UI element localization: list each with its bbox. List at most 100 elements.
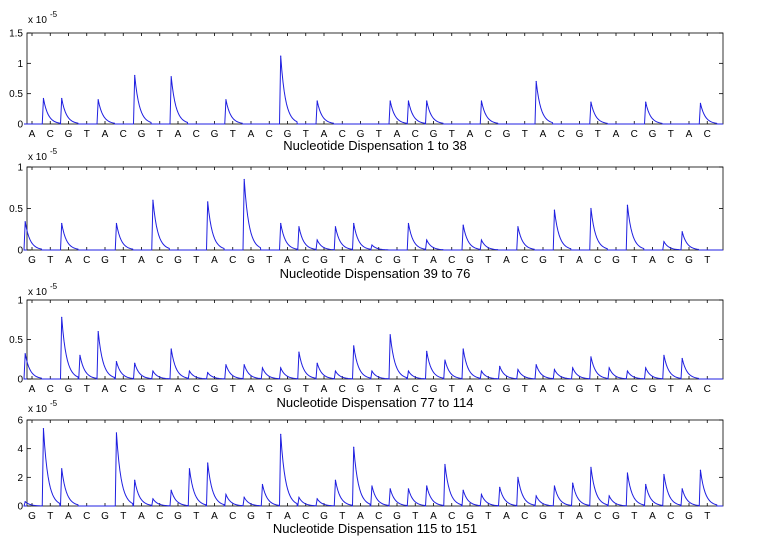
- peak-point: [24, 353, 26, 355]
- panel-1-multiplier-exponent: -5: [50, 10, 58, 19]
- base-label: G: [28, 511, 36, 522]
- peak-point: [225, 99, 227, 101]
- peak-point: [115, 432, 118, 434]
- base-label: T: [704, 255, 710, 266]
- base-label: G: [357, 129, 365, 140]
- peak-point: [590, 466, 592, 468]
- peak-point: [316, 498, 318, 500]
- base-label: C: [631, 384, 638, 395]
- base-label: C: [448, 511, 455, 522]
- base-label: A: [540, 384, 547, 395]
- peak-point: [207, 201, 209, 203]
- base-label: G: [393, 511, 401, 522]
- base-label: A: [467, 384, 474, 395]
- base-label: A: [284, 511, 291, 522]
- base-label: G: [612, 511, 620, 522]
- base-label: T: [339, 255, 345, 266]
- base-label: C: [339, 384, 346, 395]
- base-label: A: [248, 129, 255, 140]
- base-label: C: [521, 511, 528, 522]
- peak-point: [61, 316, 63, 318]
- base-label: T: [303, 129, 309, 140]
- peak-point: [590, 207, 592, 210]
- base-label: A: [576, 511, 583, 522]
- base-label: A: [248, 384, 255, 395]
- peak-point: [316, 239, 318, 241]
- base-label: C: [266, 384, 273, 395]
- axes-box: [26, 419, 724, 507]
- peak-point: [663, 473, 665, 476]
- base-label: G: [539, 511, 547, 522]
- base-label: T: [376, 384, 382, 395]
- peak-point: [188, 468, 191, 470]
- base-label: T: [485, 255, 491, 266]
- peak-point: [480, 239, 483, 241]
- peak-point: [535, 495, 537, 497]
- base-label: G: [174, 511, 182, 522]
- base-label: G: [503, 129, 511, 140]
- peak-point: [42, 428, 45, 430]
- base-label: T: [120, 255, 126, 266]
- base-label: T: [522, 129, 528, 140]
- base-label: C: [302, 511, 309, 522]
- peak-point: [626, 472, 629, 474]
- base-label: A: [467, 129, 474, 140]
- peak-point: [626, 204, 629, 206]
- peak-point: [645, 483, 647, 486]
- peak-point: [389, 488, 391, 490]
- base-label: G: [539, 255, 547, 266]
- peak-point: [681, 231, 683, 233]
- peak-point: [517, 368, 519, 371]
- peak-point: [243, 178, 245, 181]
- base-label: A: [686, 384, 693, 395]
- base-label: C: [448, 255, 455, 266]
- peak-point: [152, 370, 154, 372]
- base-label: T: [668, 129, 674, 140]
- base-label: C: [47, 129, 54, 140]
- peak-point: [462, 489, 464, 491]
- peak-point: [97, 99, 99, 101]
- peak-point: [79, 354, 81, 356]
- peak-point: [243, 364, 245, 366]
- peak-point: [699, 469, 702, 471]
- base-label: C: [229, 511, 236, 522]
- base-label: A: [138, 511, 145, 522]
- base-label: C: [83, 511, 90, 522]
- base-label: G: [357, 384, 365, 395]
- base-label: A: [613, 384, 620, 395]
- peak-point: [298, 226, 300, 228]
- peak-point: [334, 479, 337, 481]
- base-label: A: [613, 129, 620, 140]
- base-label: T: [631, 511, 637, 522]
- peak-point: [261, 367, 264, 369]
- peak-point: [280, 55, 282, 57]
- base-label: T: [230, 129, 236, 140]
- peak-point: [645, 101, 647, 103]
- panel-2-multiplier-base: x 10: [28, 152, 47, 163]
- peak-point: [24, 501, 26, 503]
- base-label: C: [412, 384, 419, 395]
- y-tick-label: 0.5: [9, 335, 23, 346]
- base-label: C: [412, 129, 419, 140]
- base-label: G: [211, 384, 219, 395]
- base-label: G: [28, 255, 36, 266]
- peak-point: [590, 101, 592, 103]
- base-label: T: [376, 129, 382, 140]
- base-label: A: [211, 511, 218, 522]
- base-label: A: [649, 511, 656, 522]
- base-label: C: [521, 255, 528, 266]
- peak-point: [407, 100, 410, 102]
- base-label: T: [558, 511, 564, 522]
- base-label: T: [120, 511, 126, 522]
- base-label: A: [29, 129, 36, 140]
- peak-point: [663, 354, 665, 356]
- base-label: A: [576, 255, 583, 266]
- panel-2-plot: 00.51G T A C G T A C G T A C G T A C G T A C G T A C G T A C G T A C G T A…: [9, 163, 724, 266]
- base-label: C: [558, 384, 565, 395]
- base-label: G: [138, 384, 146, 395]
- peak-point: [134, 479, 136, 481]
- panel-2-xlabel: Nucleotide Dispensation 39 to 76: [280, 266, 471, 281]
- base-label: T: [339, 511, 345, 522]
